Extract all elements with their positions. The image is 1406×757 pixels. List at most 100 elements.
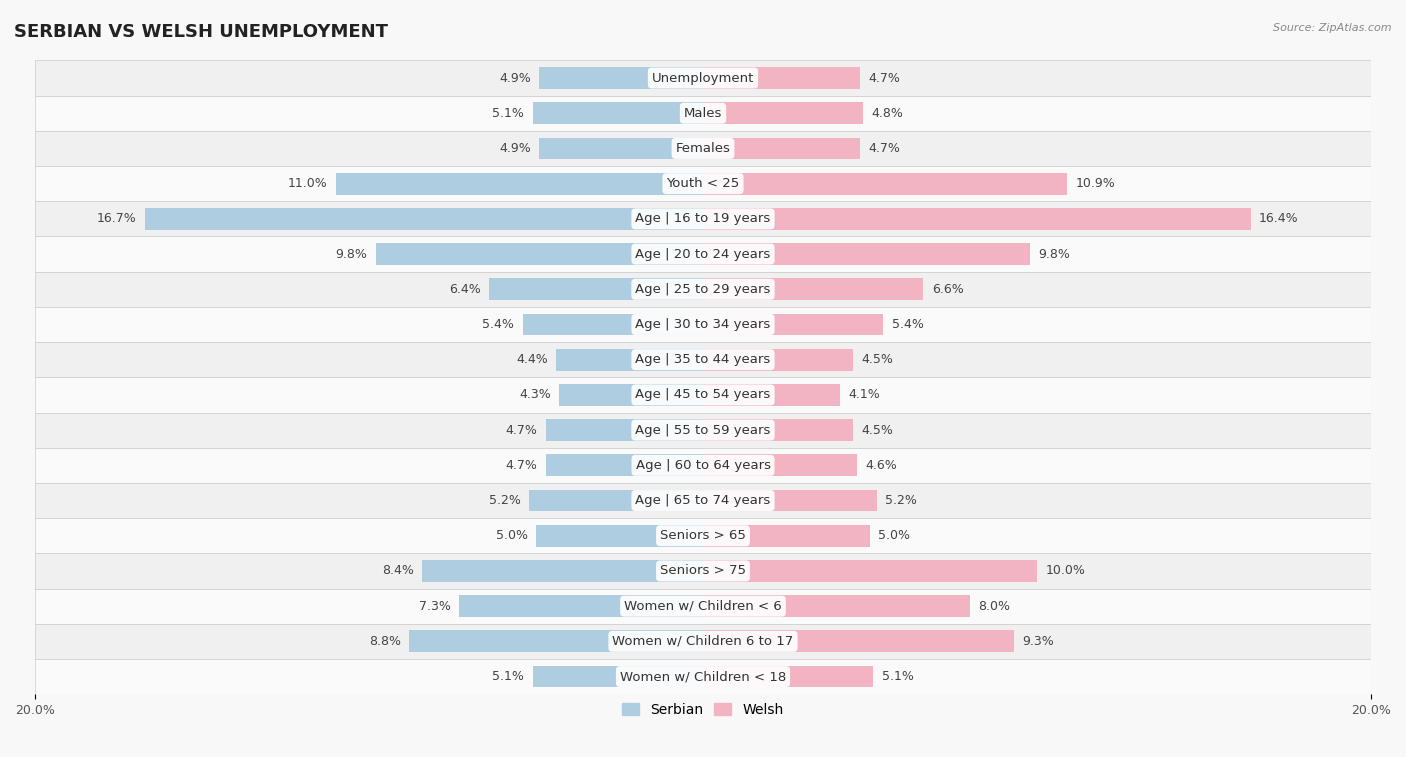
Text: 10.0%: 10.0% (1046, 565, 1085, 578)
Text: Females: Females (675, 142, 731, 155)
Bar (409, 631, 703, 653)
Bar (35, 659, 1371, 694)
Bar (560, 384, 703, 406)
Text: 16.7%: 16.7% (97, 213, 136, 226)
Bar (523, 313, 703, 335)
Text: Age | 45 to 54 years: Age | 45 to 54 years (636, 388, 770, 401)
Text: SERBIAN VS WELSH UNEMPLOYMENT: SERBIAN VS WELSH UNEMPLOYMENT (14, 23, 388, 41)
Text: Women w/ Children 6 to 17: Women w/ Children 6 to 17 (613, 635, 793, 648)
Bar (546, 454, 703, 476)
Text: 4.7%: 4.7% (869, 142, 900, 155)
Bar (35, 307, 1371, 342)
Text: 5.1%: 5.1% (492, 670, 524, 683)
Text: 4.7%: 4.7% (869, 71, 900, 85)
Bar (336, 173, 703, 195)
Bar (422, 560, 703, 582)
Text: 4.7%: 4.7% (506, 459, 537, 472)
Text: 5.4%: 5.4% (891, 318, 924, 331)
Text: Age | 60 to 64 years: Age | 60 to 64 years (636, 459, 770, 472)
Bar (529, 490, 703, 512)
Bar (35, 166, 1371, 201)
Legend: Serbian, Welsh: Serbian, Welsh (617, 697, 789, 722)
Bar (35, 61, 1371, 95)
Bar (703, 384, 839, 406)
Bar (145, 208, 703, 230)
Text: 5.0%: 5.0% (496, 529, 527, 542)
Text: 7.3%: 7.3% (419, 600, 451, 612)
Bar (35, 553, 1371, 588)
Bar (35, 624, 1371, 659)
Text: Women w/ Children < 18: Women w/ Children < 18 (620, 670, 786, 683)
Text: Age | 16 to 19 years: Age | 16 to 19 years (636, 213, 770, 226)
Bar (35, 413, 1371, 447)
Text: Age | 30 to 34 years: Age | 30 to 34 years (636, 318, 770, 331)
Text: Youth < 25: Youth < 25 (666, 177, 740, 190)
Bar (35, 483, 1371, 518)
Text: 8.4%: 8.4% (382, 565, 413, 578)
Bar (35, 236, 1371, 272)
Bar (533, 102, 703, 124)
Text: 9.3%: 9.3% (1022, 635, 1053, 648)
Text: 5.4%: 5.4% (482, 318, 515, 331)
Text: Seniors > 75: Seniors > 75 (659, 565, 747, 578)
Text: 4.3%: 4.3% (519, 388, 551, 401)
Text: 5.1%: 5.1% (492, 107, 524, 120)
Text: Age | 20 to 24 years: Age | 20 to 24 years (636, 248, 770, 260)
Bar (35, 201, 1371, 236)
Text: 9.8%: 9.8% (336, 248, 367, 260)
Text: 6.4%: 6.4% (449, 283, 481, 296)
Text: Age | 35 to 44 years: Age | 35 to 44 years (636, 354, 770, 366)
Text: 4.5%: 4.5% (862, 424, 894, 437)
Text: Age | 65 to 74 years: Age | 65 to 74 years (636, 494, 770, 507)
Bar (555, 349, 703, 371)
Text: 5.1%: 5.1% (882, 670, 914, 683)
Text: Unemployment: Unemployment (652, 71, 754, 85)
Text: Age | 25 to 29 years: Age | 25 to 29 years (636, 283, 770, 296)
Bar (703, 349, 853, 371)
Bar (35, 588, 1371, 624)
Text: 4.8%: 4.8% (872, 107, 904, 120)
Bar (35, 131, 1371, 166)
Text: 11.0%: 11.0% (287, 177, 328, 190)
Text: 4.9%: 4.9% (499, 142, 531, 155)
Text: 10.9%: 10.9% (1076, 177, 1115, 190)
Text: Source: ZipAtlas.com: Source: ZipAtlas.com (1274, 23, 1392, 33)
Text: Age | 55 to 59 years: Age | 55 to 59 years (636, 424, 770, 437)
Bar (540, 138, 703, 160)
Text: 4.5%: 4.5% (862, 354, 894, 366)
Bar (703, 631, 1014, 653)
Bar (35, 377, 1371, 413)
Bar (703, 525, 870, 547)
Bar (35, 518, 1371, 553)
Text: 4.6%: 4.6% (865, 459, 897, 472)
Text: 4.4%: 4.4% (516, 354, 548, 366)
Text: 4.1%: 4.1% (848, 388, 880, 401)
Bar (703, 67, 860, 89)
Bar (35, 447, 1371, 483)
Text: 8.0%: 8.0% (979, 600, 1011, 612)
Text: Women w/ Children < 6: Women w/ Children < 6 (624, 600, 782, 612)
Text: 16.4%: 16.4% (1260, 213, 1299, 226)
Bar (533, 665, 703, 687)
Bar (703, 665, 873, 687)
Text: 6.6%: 6.6% (932, 283, 963, 296)
Bar (703, 173, 1067, 195)
Text: 9.8%: 9.8% (1039, 248, 1070, 260)
Bar (703, 208, 1251, 230)
Bar (460, 595, 703, 617)
Text: 5.2%: 5.2% (489, 494, 522, 507)
Bar (703, 279, 924, 301)
Bar (703, 454, 856, 476)
Text: 4.7%: 4.7% (506, 424, 537, 437)
Text: Seniors > 65: Seniors > 65 (659, 529, 747, 542)
Text: 5.2%: 5.2% (884, 494, 917, 507)
Bar (375, 243, 703, 265)
Bar (703, 560, 1038, 582)
Bar (35, 95, 1371, 131)
Bar (35, 272, 1371, 307)
Bar (703, 313, 883, 335)
Text: 8.8%: 8.8% (368, 635, 401, 648)
Bar (703, 490, 877, 512)
Bar (540, 67, 703, 89)
Bar (703, 102, 863, 124)
